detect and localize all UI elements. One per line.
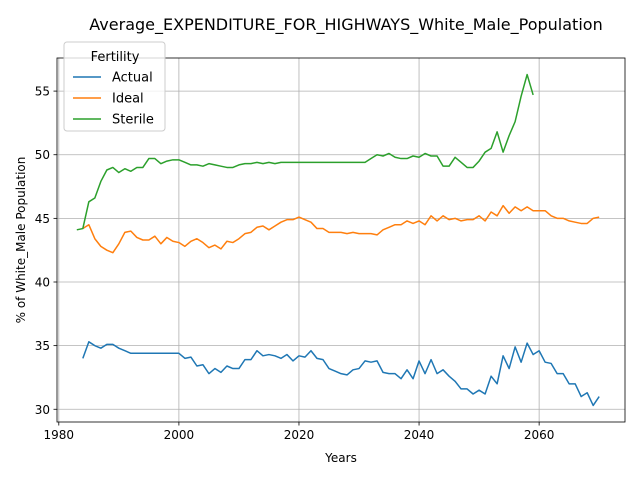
x-tick-label: 2000 [164, 428, 195, 442]
y-tick-label: 35 [35, 339, 50, 353]
legend-label-sterile: Sterile [112, 113, 154, 128]
legend-entries: Actual Ideal Sterile [73, 71, 154, 128]
x-tick-label: 2060 [524, 428, 555, 442]
series-line-actual [82, 341, 600, 407]
y-tick-label: 45 [35, 212, 50, 226]
legend: Fertility Actual Ideal Sterile [63, 41, 166, 132]
y-axis: 30 35 40 45 50 55 [35, 85, 57, 417]
y-tick-label: 50 [35, 148, 50, 162]
grid [57, 58, 625, 422]
series-line-ideal [82, 204, 600, 254]
legend-label-ideal: Ideal [112, 92, 144, 107]
x-tick-label: 2020 [284, 428, 315, 442]
legend-box [63, 41, 166, 132]
y-tick-label: 40 [35, 276, 50, 290]
x-axis: 1980 2000 2020 2040 2060 [44, 422, 555, 442]
x-axis-label: Years [324, 451, 357, 465]
chart-title: Average_EXPENDITURE_FOR_HIGHWAYS_White_M… [89, 15, 602, 35]
legend-label-actual: Actual [112, 71, 153, 86]
y-axis-label: % of White_Male Population [14, 157, 28, 324]
y-tick-label: 30 [35, 403, 50, 417]
series-lines [76, 73, 600, 407]
plot-frame [56, 57, 626, 423]
legend-title: Fertility [91, 50, 140, 65]
x-tick-label: 2040 [404, 428, 435, 442]
y-tick-label: 55 [35, 85, 50, 99]
x-tick-label: 1980 [44, 428, 75, 442]
series-line-sterile [76, 73, 534, 231]
